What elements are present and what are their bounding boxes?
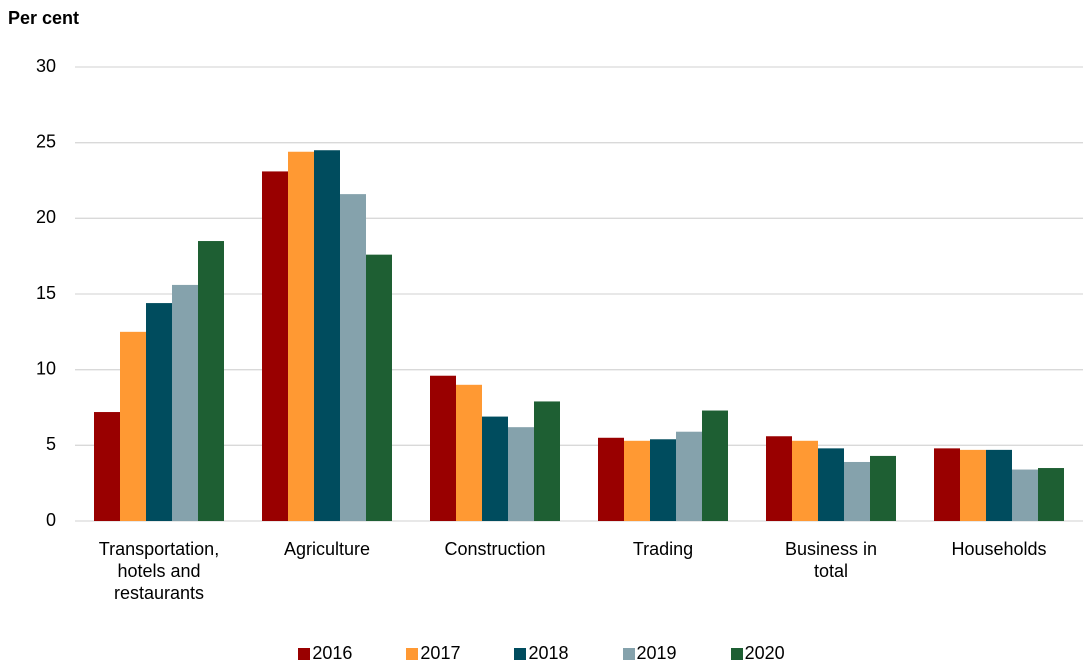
bar: [314, 150, 340, 521]
bar: [94, 412, 120, 521]
bar: [676, 431, 702, 521]
legend-item: 2018: [514, 643, 569, 664]
bar: [366, 254, 392, 522]
x-tick-label: Households: [951, 539, 1047, 559]
bar: [960, 449, 986, 521]
x-tick-label: Agriculture: [283, 539, 371, 559]
bar: [340, 194, 366, 521]
y-tick-label: 30: [36, 56, 56, 76]
bar: [624, 440, 650, 521]
legend-item: 2019: [622, 643, 677, 664]
bar: [1012, 469, 1038, 521]
bar: [482, 416, 508, 521]
bar: [598, 437, 624, 521]
y-tick-label: 0: [46, 510, 56, 530]
legend-item: 2020: [730, 643, 785, 664]
bar: [534, 401, 560, 521]
y-tick-label: 25: [36, 131, 56, 151]
legend-label: 2016: [312, 643, 353, 663]
bar: [172, 284, 198, 521]
x-tick-label: Transportation, hotels and restaurants: [98, 539, 220, 603]
bar: [766, 436, 792, 521]
bar: [430, 375, 456, 521]
bar: [934, 448, 960, 521]
legend-item: 2016: [298, 643, 352, 664]
legend-swatch: [298, 647, 311, 660]
legend-swatch: [514, 647, 527, 660]
bar: [818, 448, 844, 521]
legend-item: 2017: [406, 643, 460, 664]
bar: [508, 427, 534, 521]
legend: 2016 2017 2018 2019 2020: [0, 643, 1083, 664]
x-tick-label: Business in total: [784, 539, 878, 581]
bar: [792, 440, 818, 521]
bar: [288, 151, 314, 521]
y-tick-label: 20: [36, 207, 56, 227]
bar: [198, 241, 224, 522]
y-tick-label: 15: [36, 283, 56, 303]
bar: [456, 384, 482, 521]
legend-label: 2017: [420, 643, 461, 663]
x-tick-label: Trading: [632, 539, 694, 559]
bar: [262, 171, 288, 522]
legend-swatch: [730, 647, 743, 660]
bar: [650, 439, 676, 521]
bar: [120, 331, 146, 521]
bar: [986, 449, 1012, 521]
legend-swatch: [622, 647, 635, 660]
legend-label: 2019: [636, 643, 677, 663]
bar: [146, 303, 172, 521]
y-tick-label: 10: [36, 358, 56, 378]
legend-swatch: [406, 647, 419, 660]
bar: [1038, 468, 1064, 521]
y-tick-label: 5: [46, 434, 56, 454]
bar: [870, 455, 896, 521]
bar: [844, 461, 870, 521]
x-tick-label: Construction: [444, 539, 546, 559]
legend-label: 2018: [528, 643, 569, 663]
bar: [702, 410, 728, 521]
legend-label: 2020: [744, 643, 785, 663]
chart-title: Per cent: [8, 8, 79, 28]
